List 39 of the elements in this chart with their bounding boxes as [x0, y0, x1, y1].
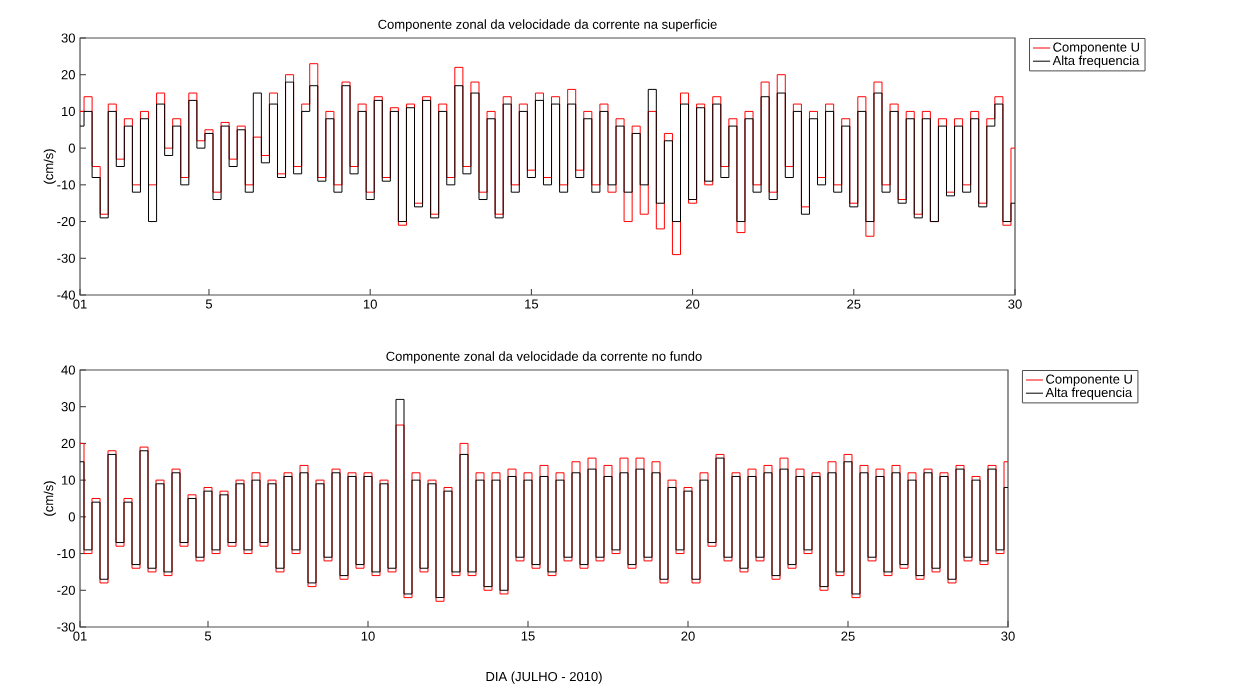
y-tick-label: 30: [61, 402, 75, 412]
chart-title: Componente zonal da velocidade da corrente na superficie: [378, 19, 717, 32]
x-tick-label: 30: [1001, 631, 1015, 641]
x-tick-label: 25: [847, 299, 861, 309]
x-tick-label: 10: [363, 299, 377, 309]
y-tick-label: 10: [62, 106, 75, 117]
y-axis-title: (cm/s): [43, 149, 56, 184]
legend-label: Alta frequencia: [1045, 387, 1133, 400]
legend-label: Alta frequencia: [1052, 55, 1140, 68]
x-tick-label: 30: [1008, 299, 1022, 309]
y-tick-label: -40: [57, 290, 75, 300]
x-tick-label: 01: [73, 299, 87, 309]
y-tick-label: -10: [57, 548, 75, 559]
x-tick-label: 5: [205, 299, 213, 309]
x-tick-label: 25: [841, 631, 855, 641]
y-tick-label: 10: [62, 475, 75, 485]
chart-title: Componente zonal da velocidade da corrente no fundo: [386, 351, 702, 364]
x-tick-label: 10: [361, 631, 375, 641]
x-tick-label: 01: [73, 631, 87, 641]
y-tick-label: -20: [57, 585, 75, 595]
legend-label: Componente U: [1046, 374, 1132, 387]
x-tick-label: 20: [686, 299, 700, 309]
y-tick-label: -10: [57, 180, 75, 190]
y-tick-label: 40: [61, 365, 75, 375]
y-tick-label: 20: [61, 70, 75, 80]
legend-label: Componente U: [1053, 42, 1140, 55]
y-tick-label: 30: [61, 33, 75, 43]
x-tick-label: 20: [681, 631, 695, 641]
x-tick-label: 15: [525, 299, 539, 309]
y-tick-label: -20: [57, 216, 75, 227]
x-axis-title: DIA (JULHO - 2010): [486, 671, 602, 684]
y-tick-label: -30: [57, 253, 75, 263]
y-tick-label: -30: [57, 622, 75, 632]
y-tick-label: 20: [61, 438, 75, 449]
y-tick-label: 0: [68, 512, 75, 522]
y-axis-title: (cm/s): [43, 481, 56, 516]
y-tick-label: 0: [68, 143, 75, 153]
x-tick-label: 15: [521, 631, 535, 641]
x-tick-label: 5: [204, 631, 212, 641]
